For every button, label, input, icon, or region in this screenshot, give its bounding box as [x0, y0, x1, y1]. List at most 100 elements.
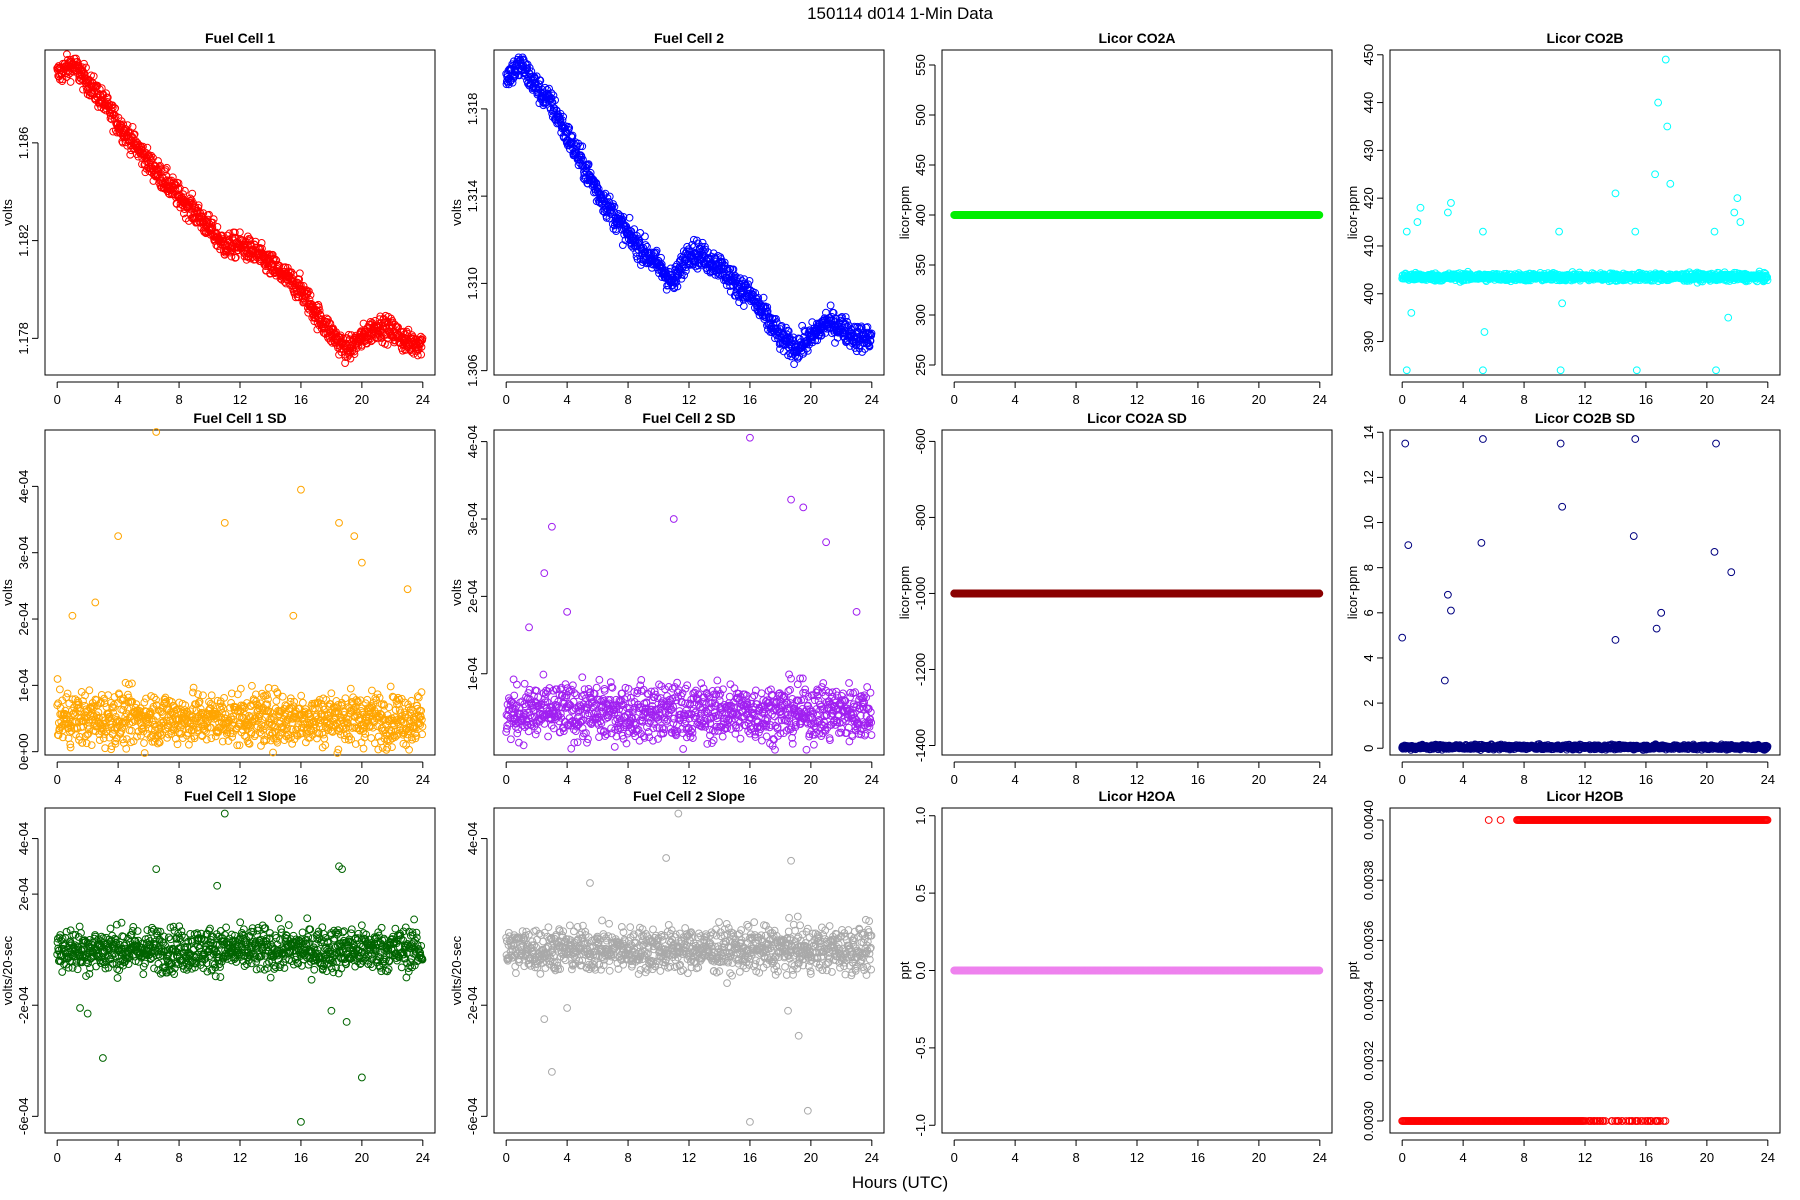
data-point	[188, 189, 197, 198]
data-point	[82, 63, 90, 72]
data-point	[1663, 122, 1672, 131]
data-point	[1479, 366, 1487, 375]
data-points	[502, 53, 876, 369]
x-tick-label: 4	[115, 772, 122, 787]
y-tick-label: 400	[913, 204, 928, 226]
data-point	[271, 255, 280, 264]
data-point	[231, 253, 240, 262]
data-point	[140, 698, 149, 707]
data-point	[306, 291, 315, 299]
y-tick-label: 1.310	[465, 267, 480, 300]
panel-title: Licor CO2A	[1098, 30, 1175, 46]
data-point	[1407, 308, 1416, 317]
x-tick-label: 0	[54, 392, 61, 407]
data-point	[143, 143, 152, 152]
y-tick-label: 550	[913, 54, 928, 76]
x-tick-label: 20	[355, 392, 369, 407]
x-tick-label: 4	[1012, 392, 1019, 407]
data-point	[315, 303, 323, 312]
x-tick-label: 8	[175, 772, 182, 787]
y-tick-label: 500	[913, 104, 928, 126]
panel-grid: Fuel Cell 10 4 8 12 16 20 241.1781.1821.186vol…	[0, 30, 1781, 1165]
y-tick-label: 400	[1361, 283, 1376, 305]
data-point	[231, 253, 240, 262]
y-tick-label: 1.314	[465, 180, 480, 213]
data-point	[1710, 227, 1719, 236]
data-point	[287, 268, 296, 277]
data-point	[1479, 227, 1487, 236]
data-point	[1661, 55, 1670, 64]
x-tick-label: 16	[1639, 392, 1653, 407]
data-point	[154, 157, 162, 165]
y-tick-label: 350	[913, 254, 928, 276]
x-tick-label: 16	[1191, 392, 1205, 407]
plot-frame	[44, 49, 436, 376]
data-point	[1631, 227, 1640, 236]
data-point	[208, 223, 217, 231]
data-point	[346, 348, 355, 357]
data-point	[207, 691, 216, 700]
data-point	[1556, 366, 1565, 375]
data-point	[189, 199, 198, 208]
plot-frame	[1389, 49, 1781, 376]
panel-2: Fuel Cell 20 4 8 12 16 20 241.3061.3101.3141.3…	[449, 30, 885, 407]
figure-x-axis-label: Hours (UTC)	[852, 1173, 948, 1192]
data-point	[272, 697, 281, 705]
x-tick-label: 24	[1313, 392, 1327, 407]
x-tick-label: 12	[233, 772, 247, 787]
data-point	[295, 269, 304, 278]
data-point	[194, 201, 203, 210]
y-tick-label: 450	[1361, 44, 1376, 66]
data-points	[53, 50, 427, 367]
data-point	[344, 330, 353, 339]
y-tick-label: 1e-04	[16, 669, 31, 702]
data-point	[122, 744, 131, 753]
x-tick-label: 4	[1460, 392, 1467, 407]
y-tick-label: 1.186	[16, 127, 31, 160]
figure-main-title: 150114 d014 1-Min Data	[807, 4, 993, 23]
data-point	[162, 163, 171, 172]
data-point	[140, 739, 148, 747]
data-point	[1413, 218, 1422, 226]
data-point	[205, 210, 213, 219]
x-tick-label: 24	[416, 392, 430, 407]
x-tick-label: 12	[1130, 392, 1144, 407]
y-tick-label: 1.182	[16, 224, 31, 257]
y-tick-label: 440	[1361, 92, 1376, 114]
data-point	[641, 232, 649, 241]
data-point	[1402, 227, 1411, 236]
y-tick-label: 430	[1361, 140, 1376, 162]
x-tick-label: 8	[1520, 392, 1527, 407]
data-point	[126, 150, 135, 159]
x-tick-label: 0	[1399, 392, 1406, 407]
data-point	[1651, 170, 1659, 179]
data-point	[128, 122, 137, 131]
x-axis: 0 4 8 12 16 20 24	[1399, 381, 1775, 407]
x-tick-label: 16	[294, 392, 308, 407]
data-point	[223, 231, 232, 240]
data-point	[296, 281, 305, 290]
data-point	[1416, 203, 1425, 212]
x-tick-label: 8	[175, 392, 182, 407]
panel-5: Fuel Cell 1 SD0 4 8 12 16 20 240e+001e-042e-04…	[0, 410, 436, 787]
data-point	[1480, 328, 1489, 336]
x-tick-label: 8	[1072, 392, 1079, 407]
data-point	[1730, 208, 1739, 217]
y-axis-label: licor-ppm	[1345, 186, 1360, 239]
data-point	[66, 78, 75, 86]
data-point	[1555, 227, 1564, 236]
x-tick-label: 12	[1578, 392, 1592, 407]
y-tick-label: 2e-04	[16, 602, 31, 635]
data-point	[202, 735, 211, 744]
data-point	[236, 684, 245, 693]
y-axis-label: licor-ppm	[897, 186, 912, 239]
data-point	[53, 675, 62, 683]
data-points	[950, 211, 1324, 219]
data-point	[257, 239, 266, 247]
data-point	[346, 354, 355, 363]
